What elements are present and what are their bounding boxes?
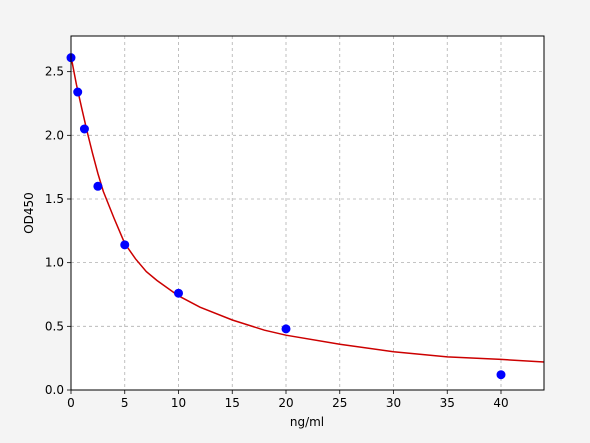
plot-area <box>71 36 544 390</box>
y-tick-label: 1.0 <box>45 256 64 270</box>
y-tick-label: 2.5 <box>45 65 64 79</box>
x-tick-label: 20 <box>278 396 293 410</box>
data-point <box>93 181 103 191</box>
x-tick-label: 0 <box>67 396 75 410</box>
x-tick-label: 25 <box>332 396 347 410</box>
x-tick-label: 5 <box>121 396 129 410</box>
y-axis: 0.0 0.5 1.0 1.5 2.0 2.5 <box>45 65 71 397</box>
plot-frame <box>70 35 545 391</box>
x-tick-label: 15 <box>225 396 240 410</box>
y-axis-label: OD450 <box>22 192 36 234</box>
data-point <box>496 370 506 380</box>
data-point <box>174 288 183 298</box>
y-tick-label: 1.5 <box>45 192 64 206</box>
x-tick-label: 30 <box>386 396 401 410</box>
data-point <box>120 240 130 250</box>
y-tick-label: 2.0 <box>45 128 64 142</box>
data-point <box>79 124 89 134</box>
x-axis-label: ng/ml <box>290 415 324 429</box>
x-tick-label: 35 <box>440 396 455 410</box>
y-tick-label: 0.0 <box>45 383 64 397</box>
x-tick-label: 40 <box>493 396 508 410</box>
x-tick-label: 10 <box>171 396 186 410</box>
data-point <box>281 324 291 334</box>
x-axis: 0 5 10 15 20 25 30 35 40 <box>67 390 509 410</box>
fit-curve-line <box>70 56 545 363</box>
data-point <box>73 87 83 97</box>
fit-curve-layer <box>70 56 545 363</box>
y-tick-label: 0.5 <box>45 319 64 333</box>
